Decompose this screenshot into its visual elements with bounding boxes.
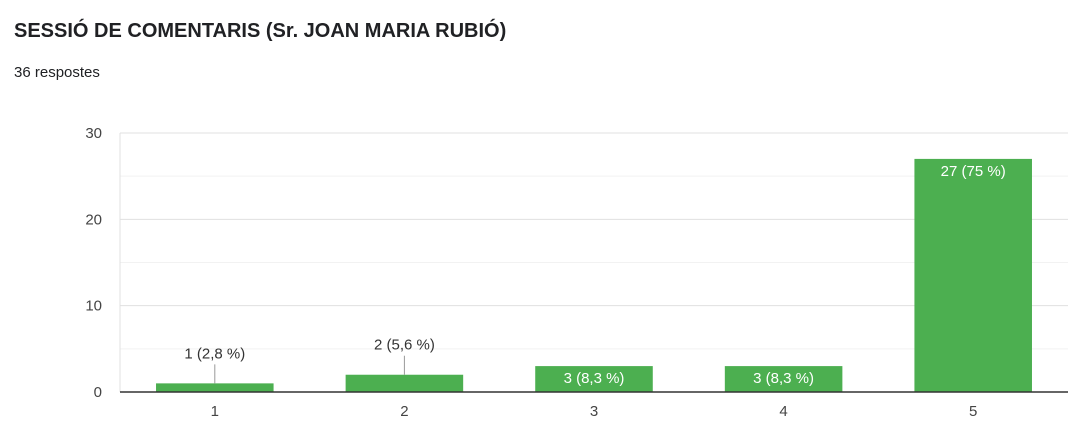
chart-title: SESSIÓ DE COMENTARIS (Sr. JOAN MARIA RUB…: [14, 20, 507, 42]
bars: [156, 158, 1032, 392]
data-label: 27 (75 %): [941, 163, 1006, 180]
bar: [345, 374, 464, 392]
data-label: 1 (2,8 %): [184, 345, 245, 362]
y-tick-label: 30: [85, 125, 102, 142]
data-label: 2 (5,6 %): [374, 337, 435, 354]
labels: 0 10 20 30 1 (2,8 %) 1 2 (5,6 %) 2 3 (8,3 %) 3 3 (…: [85, 125, 1005, 420]
grid-lines: [119, 132, 1068, 392]
x-tick-label: 5: [969, 403, 977, 420]
bar: [156, 383, 274, 392]
y-tick-label: 20: [85, 211, 102, 228]
data-label: 3 (8,3 %): [753, 370, 814, 387]
x-tick-label: 1: [211, 403, 219, 420]
bar: [914, 158, 1032, 392]
bar: [535, 366, 653, 392]
response-count: 36 respostes: [14, 64, 100, 81]
x-tick-label: 4: [779, 403, 787, 420]
bar: [724, 366, 843, 392]
x-tick-label: 2: [400, 403, 408, 420]
data-label: 3 (8,3 %): [564, 370, 625, 387]
y-tick-label: 10: [85, 298, 102, 315]
x-tick-label: 3: [590, 403, 598, 420]
y-tick-label: 0: [94, 384, 102, 401]
